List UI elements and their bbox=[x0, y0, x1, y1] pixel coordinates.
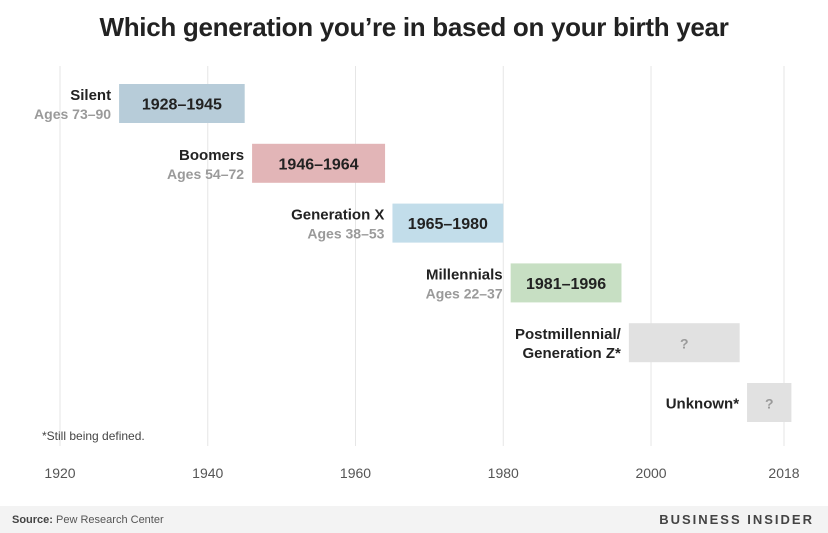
generation-chart: 1928–1945 Silent Ages 73–90 1946–1964 Boomer… bbox=[0, 0, 828, 506]
generation-ages: Ages 73–90 bbox=[34, 106, 111, 122]
source-label: Source: bbox=[12, 514, 53, 526]
x-tick-label: 1960 bbox=[340, 465, 371, 481]
bar-year-label: 1928–1945 bbox=[142, 97, 222, 114]
brand-logo: BUSINESS INSIDER bbox=[659, 512, 814, 527]
generation-name: Postmillennial/ bbox=[515, 326, 622, 343]
bar-year-label: ? bbox=[680, 336, 689, 352]
bar-year-label: ? bbox=[765, 396, 774, 412]
generation-name: Silent bbox=[70, 87, 111, 104]
generation-name: Generation X bbox=[291, 207, 384, 224]
generation-ages: Ages 54–72 bbox=[167, 166, 244, 182]
x-axis-ticks: 1920 1940 1960 1980 2000 2018 bbox=[44, 465, 799, 481]
x-tick-label: 1940 bbox=[192, 465, 223, 481]
generation-ages: Ages 38–53 bbox=[307, 226, 384, 242]
x-tick-label: 1920 bbox=[44, 465, 75, 481]
footer-bar: Source: Pew Research Center BUSINESS INS… bbox=[0, 506, 828, 533]
bar-year-label: 1946–1964 bbox=[279, 156, 359, 173]
source-text: Pew Research Center bbox=[56, 514, 164, 526]
generation-name: Unknown* bbox=[666, 396, 739, 413]
bars: 1928–1945 Silent Ages 73–90 1946–1964 Boomer… bbox=[34, 84, 791, 422]
generation-ages: Ages 22–37 bbox=[426, 285, 503, 301]
bar-year-label: 1981–1996 bbox=[526, 276, 606, 293]
bar-year-label: 1965–1980 bbox=[408, 216, 488, 233]
footnote: *Still being defined. bbox=[42, 429, 145, 443]
x-tick-label: 2000 bbox=[635, 465, 666, 481]
source-line: Source: Pew Research Center bbox=[12, 514, 164, 526]
x-tick-label: 2018 bbox=[768, 465, 799, 481]
generation-name: Millennials bbox=[426, 266, 503, 283]
generation-name: Generation Z* bbox=[522, 345, 621, 362]
generation-name: Boomers bbox=[179, 147, 244, 164]
x-tick-label: 1980 bbox=[488, 465, 519, 481]
